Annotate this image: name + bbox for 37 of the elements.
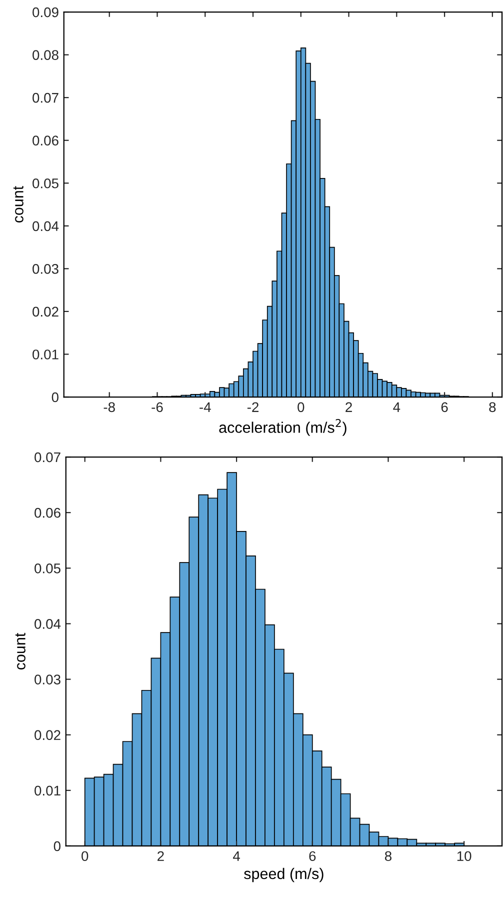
x-tick-label: 8 [489, 402, 496, 412]
y-tick-label: 0.06 [34, 508, 60, 518]
x-tick-label: 10 [457, 851, 472, 862]
x-tick-label: 0 [82, 851, 88, 862]
x-axis-title: acceleration (m/s$^{2}$) [219, 418, 346, 436]
y-tick-label: 0.02 [34, 730, 60, 740]
x-tick-label: -8 [104, 402, 115, 412]
x-tick-label: 8 [384, 851, 392, 862]
x-axis-title: speed (m/s) [244, 868, 324, 882]
y-tick-label: 0.03 [32, 264, 58, 274]
y-tick-label: 0.07 [32, 92, 58, 103]
x-tick-label: -4 [200, 402, 211, 412]
x-tick-label: 4 [393, 402, 400, 412]
y-tick-label: 0.01 [32, 350, 58, 360]
y-tick-label: 0 [54, 841, 60, 852]
x-tick-label: -2 [247, 402, 258, 412]
y-tick-label: 0.09 [32, 7, 58, 18]
y-tick-label: 0.08 [32, 50, 58, 60]
y-tick-label: 0.02 [32, 306, 58, 317]
y-tick-label: 0.07 [34, 452, 60, 462]
y-axis-title: count [13, 186, 24, 223]
y-tick-label: 0.03 [34, 674, 60, 684]
x-tick-label: 6 [309, 851, 316, 862]
y-tick-label: 0.05 [34, 563, 60, 574]
x-tick-label: 0 [298, 402, 304, 412]
x-tick-label: 2 [158, 851, 164, 861]
x-tick-label: 4 [233, 851, 240, 861]
y-tick-label: 0.06 [32, 136, 58, 146]
y-tick-label: 0 [52, 392, 58, 402]
y-tick-label: 0.04 [34, 619, 61, 629]
x-tick-label: -6 [152, 402, 163, 412]
y-axis-title: count [15, 632, 26, 670]
y-tick-label: 0.04 [32, 221, 59, 232]
x-tick-label: 6 [441, 402, 448, 412]
x-tick-label: 2 [346, 402, 352, 412]
y-tick-label: 0.01 [34, 786, 60, 796]
y-tick-label: 0.05 [32, 178, 58, 188]
